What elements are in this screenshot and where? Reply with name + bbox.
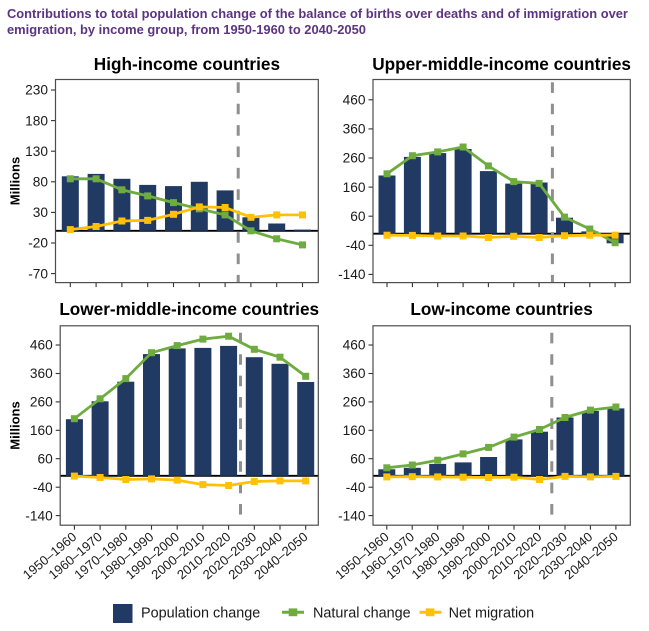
svg-text:360: 360	[30, 366, 53, 381]
svg-text:Population change: Population change	[141, 606, 260, 622]
svg-text:Millions: Millions	[7, 401, 22, 449]
svg-text:Contributions to total populat: Contributions to total population change…	[7, 6, 628, 21]
svg-text:160: 160	[343, 423, 366, 438]
svg-text:-140: -140	[25, 508, 53, 523]
svg-text:30: 30	[33, 205, 49, 220]
svg-text:160: 160	[30, 423, 53, 438]
svg-text:230: 230	[25, 83, 48, 98]
svg-text:60: 60	[350, 451, 366, 466]
svg-text:460: 460	[343, 338, 366, 353]
svg-text:160: 160	[343, 180, 366, 195]
svg-text:460: 460	[30, 338, 53, 353]
svg-text:260: 260	[30, 395, 53, 410]
svg-text:emigration, by income group, f: emigration, by income group, from 1950-1…	[7, 22, 366, 37]
svg-text:260: 260	[343, 151, 366, 166]
svg-text:Upper-middle-income countries: Upper-middle-income countries	[372, 54, 631, 74]
svg-text:130: 130	[25, 144, 48, 159]
svg-text:360: 360	[343, 366, 366, 381]
svg-text:Net migration: Net migration	[449, 606, 535, 622]
svg-text:-140: -140	[338, 508, 366, 523]
svg-text:-40: -40	[33, 480, 53, 495]
svg-text:Lower-middle-income countries: Lower-middle-income countries	[59, 299, 319, 319]
svg-text:Low-income countries: Low-income countries	[410, 299, 592, 319]
svg-text:-40: -40	[346, 238, 366, 253]
svg-text:-40: -40	[346, 480, 366, 495]
svg-text:Millions: Millions	[7, 157, 22, 205]
svg-text:180: 180	[25, 113, 48, 128]
svg-text:80: 80	[33, 175, 49, 190]
svg-text:460: 460	[343, 93, 366, 108]
svg-text:60: 60	[350, 209, 366, 224]
svg-text:High-income countries: High-income countries	[94, 54, 280, 74]
svg-text:360: 360	[343, 122, 366, 137]
svg-text:-20: -20	[28, 236, 48, 251]
svg-text:-70: -70	[28, 266, 48, 281]
svg-text:260: 260	[343, 395, 366, 410]
svg-text:Natural change: Natural change	[313, 606, 411, 622]
svg-text:60: 60	[37, 451, 53, 466]
svg-text:-140: -140	[338, 267, 366, 282]
